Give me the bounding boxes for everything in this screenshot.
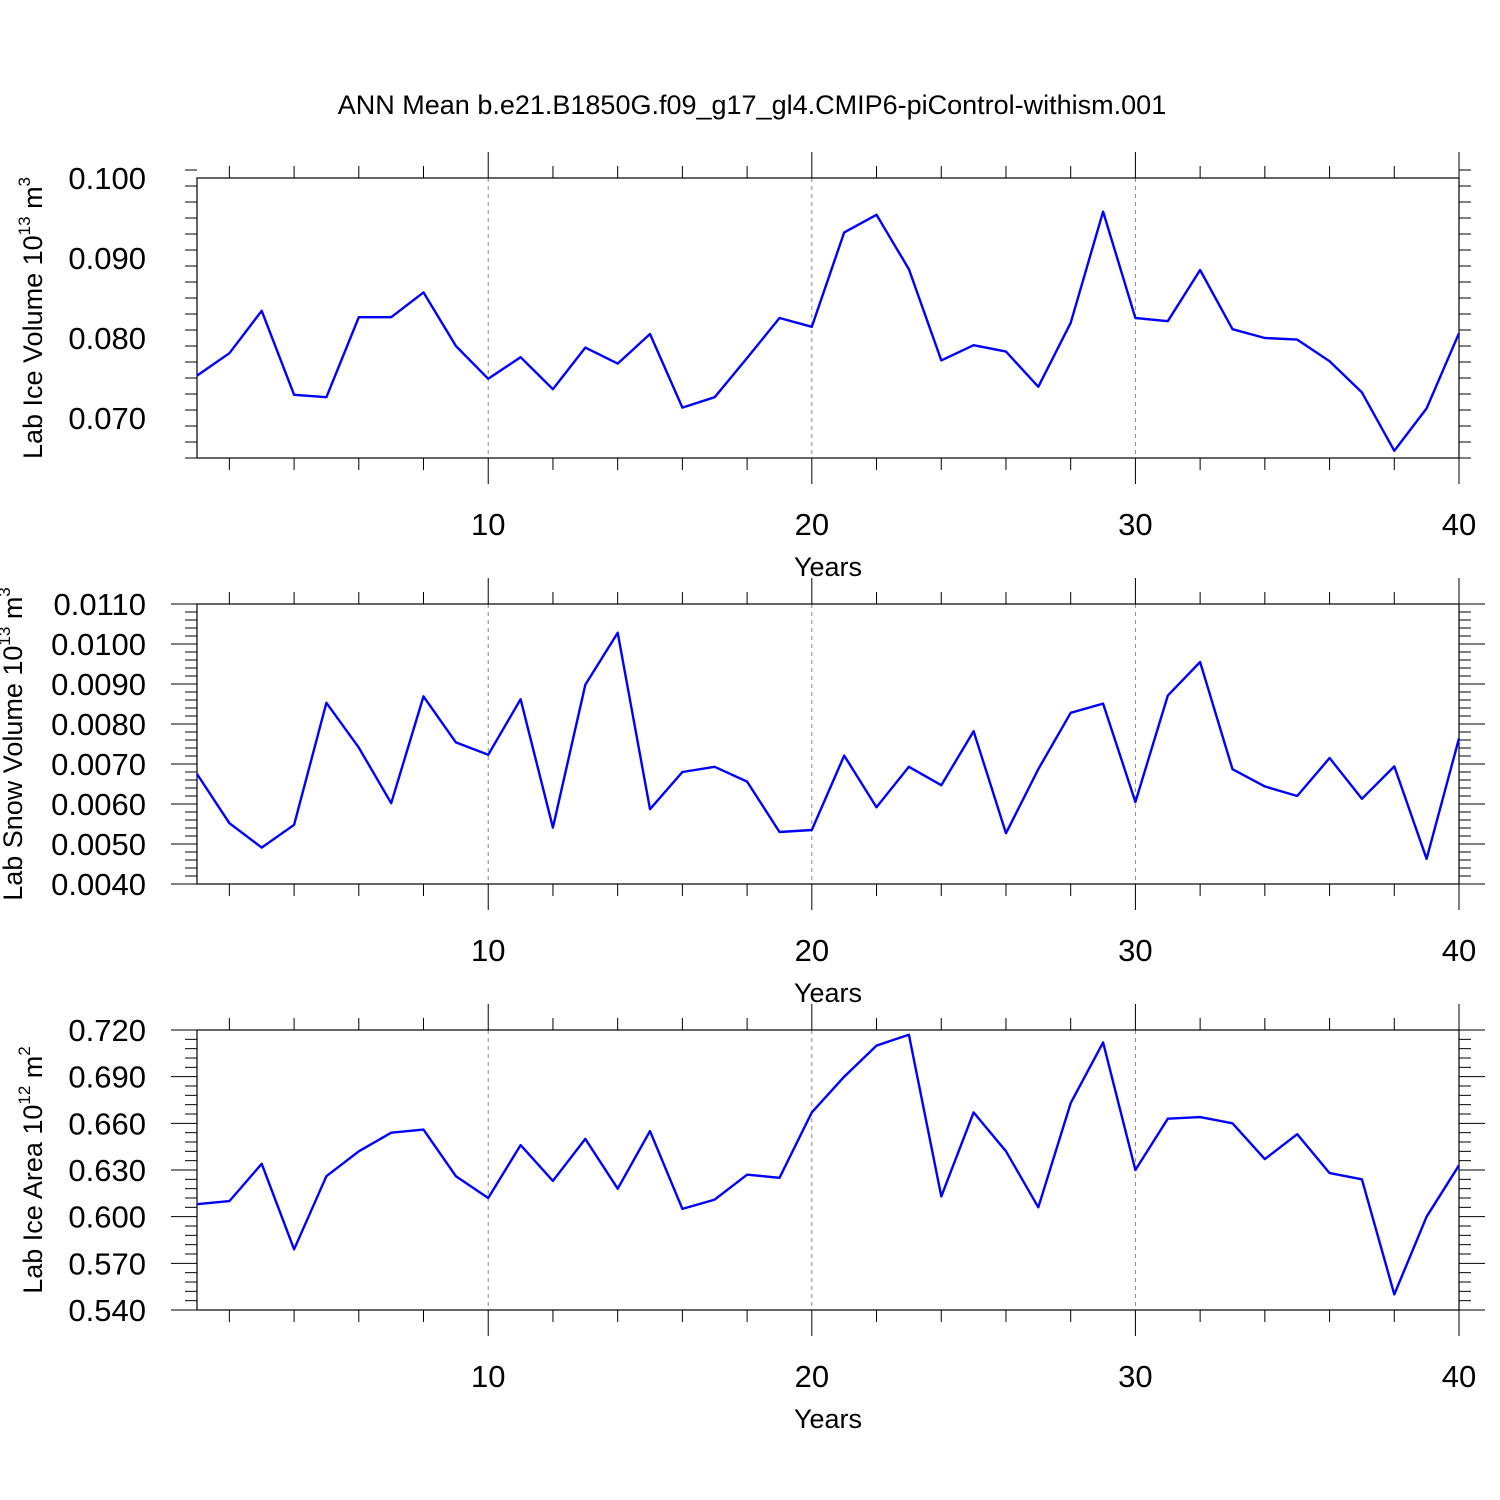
x-tick-label: 10 [471, 507, 505, 542]
x-tick-label: 40 [1442, 507, 1476, 542]
y-tick-label: 0.0100 [51, 627, 146, 662]
panel-3: 0.540 0.570 0.600 0.630 0.660 0.690 0.720 10 20 3… [15, 1004, 1485, 1434]
y-tick-label: 0.540 [68, 1293, 146, 1328]
panel-2: 0.0040 0.0050 0.0060 0.0070 0.0080 0.0090 0.01… [0, 578, 1485, 1008]
y-tick-label: 0.090 [68, 241, 146, 276]
x-tick-label: 30 [1118, 933, 1152, 968]
y-tick-label: 0.0060 [51, 787, 146, 822]
y-tick-label: 0.0040 [51, 867, 146, 902]
y-tick-label: 0.600 [68, 1200, 146, 1235]
panel-1: 0.070 0.080 0.090 0.100 10 20 30 40 Years Lab Ice… [15, 152, 1476, 582]
y-axis-label: Lab Ice Volume 1013 m3 [15, 177, 48, 459]
y-tick-label: 0.630 [68, 1153, 146, 1188]
series-line-1 [195, 631, 1461, 860]
x-tick-label: 30 [1118, 507, 1152, 542]
y-tick-label: 0.690 [68, 1060, 146, 1095]
y-tick-label: 0.100 [68, 161, 146, 196]
x-axis-label: Years [794, 978, 862, 1008]
x-tick-label: 40 [1442, 1359, 1476, 1394]
y-tick-label: 0.0070 [51, 747, 146, 782]
x-axis-label: Years [794, 552, 862, 582]
x-tick-label: 40 [1442, 933, 1476, 968]
y-tick-label: 0.0110 [53, 587, 146, 622]
series-line-1 [196, 1033, 1461, 1296]
y-tick-label: 0.660 [68, 1106, 146, 1141]
x-tick-label: 20 [795, 933, 829, 968]
y-axis-label: Lab Snow Volume 1013 m3 [0, 587, 28, 901]
y-tick-label: 0.570 [68, 1246, 146, 1281]
x-tick-label: 30 [1118, 1359, 1152, 1394]
plot-frame [196, 177, 1460, 459]
x-axis-label: Years [794, 1404, 862, 1434]
x-tick-label: 10 [471, 933, 505, 968]
y-tick-label: 0.0090 [51, 667, 146, 702]
plot-frame [196, 1029, 1460, 1311]
series-line-1 [196, 210, 1461, 452]
plot-frame [196, 603, 1460, 885]
figure-title: ANN Mean b.e21.B1850G.f09_g17_gl4.CMIP6-… [338, 90, 1166, 120]
y-tick-label: 0.0050 [51, 827, 146, 862]
x-tick-label: 10 [471, 1359, 505, 1394]
x-tick-label: 20 [795, 1359, 829, 1394]
y-tick-label: 0.080 [68, 321, 146, 356]
y-tick-label: 0.070 [68, 401, 146, 436]
y-axis-label: Lab Ice Area 1012 m2 [15, 1046, 48, 1294]
y-tick-label: 0.0080 [51, 707, 146, 742]
y-tick-label: 0.720 [68, 1013, 146, 1048]
x-tick-label: 20 [795, 507, 829, 542]
